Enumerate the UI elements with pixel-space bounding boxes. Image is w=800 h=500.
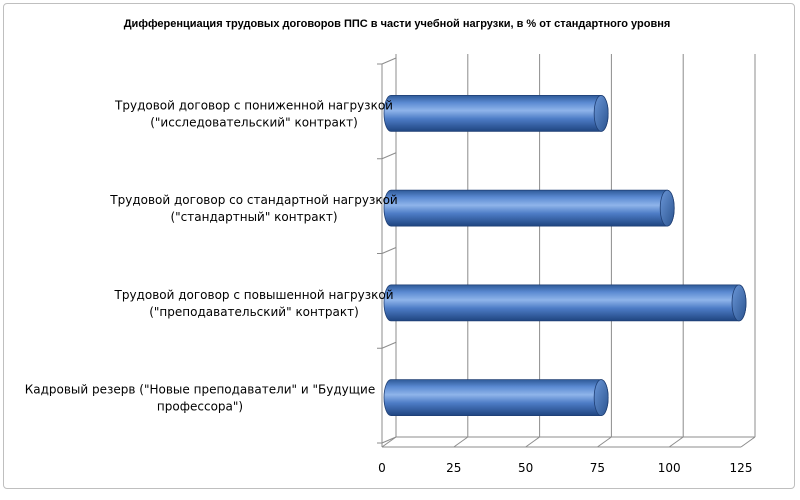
- floor-gridline: [597, 436, 612, 448]
- bar-layer: [383, 94, 747, 417]
- bar: [383, 284, 747, 322]
- bar-body: [383, 94, 609, 132]
- floor-gridline: [381, 436, 397, 448]
- bar: [383, 379, 609, 417]
- wall-tick: [381, 247, 397, 254]
- x-tick-label: 125: [730, 461, 753, 475]
- x-tick-label: 100: [658, 461, 681, 475]
- wall-tick: [381, 436, 397, 444]
- chart-title: Дифференциация трудовых договоров ППС в …: [124, 18, 671, 30]
- x-axis-tick-labels: 0 25 50 75 100 125: [378, 461, 752, 475]
- bar-cap: [593, 94, 609, 132]
- bar-body: [383, 189, 675, 227]
- bar-cap: [731, 284, 747, 322]
- category-label: Трудовой договор с пониженной нагрузкой(…: [114, 98, 393, 129]
- x-tick-label: 50: [518, 461, 533, 475]
- category-label: Трудовой договор с повышенной нагрузкой(…: [114, 288, 394, 319]
- bar-body: [383, 379, 609, 417]
- floor-gridline: [525, 436, 540, 448]
- bar: [383, 189, 675, 227]
- x-tick-label: 75: [590, 461, 605, 475]
- floor-gridline: [453, 436, 469, 448]
- wall-tick: [381, 57, 397, 65]
- wall-tick: [381, 341, 397, 349]
- bar-cap: [659, 189, 675, 227]
- category-label: Трудовой договор со стандартной нагрузко…: [109, 193, 397, 224]
- wall-tick: [381, 152, 397, 160]
- floor-gridline: [740, 436, 756, 448]
- bar-body: [383, 284, 747, 322]
- x-tick-label: 0: [378, 461, 386, 475]
- x-tick-label: 25: [446, 461, 461, 475]
- floor-gridline: [668, 436, 684, 448]
- bar: [383, 94, 609, 132]
- category-label: Кадровый резерв ("Новые преподаватели" и…: [25, 383, 376, 414]
- bar-cap: [593, 379, 609, 417]
- category-labels: Трудовой договор с пониженной нагрузкой(…: [25, 98, 398, 413]
